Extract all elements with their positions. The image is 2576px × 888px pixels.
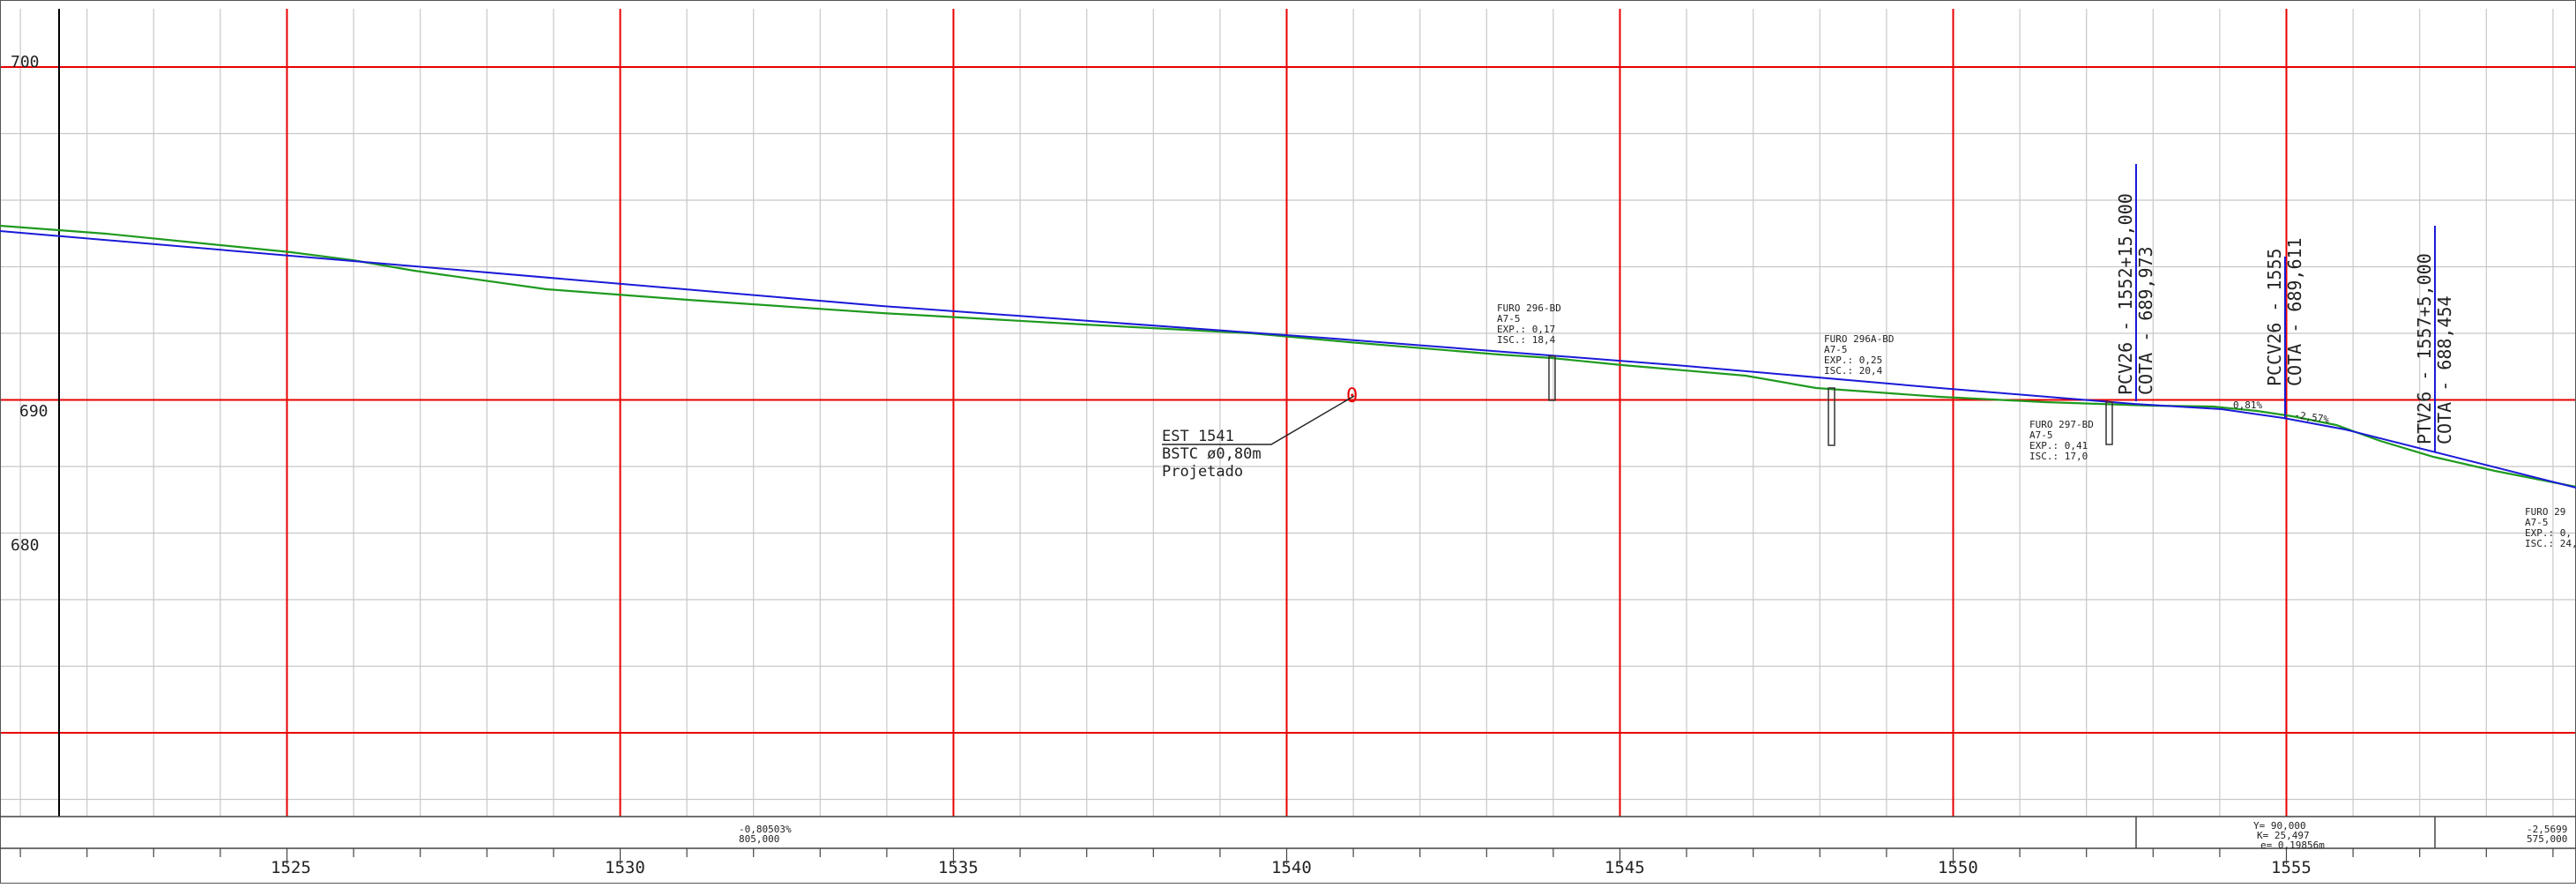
borehole-298-name: FURO 29: [2525, 506, 2565, 518]
borehole-297-marker: [2105, 401, 2113, 445]
station-label-1550: 1550: [1938, 858, 1978, 877]
grade2-percent: -2,5699: [2527, 824, 2567, 835]
pccv-label: PCCV26 - 1555: [2264, 248, 2285, 386]
borehole-296-name: FURO 296-BD: [1497, 302, 1561, 314]
borehole-296-isc: ISC.: 18,4: [1497, 334, 1556, 346]
ptv-label: PTV26 - 1557+5,000: [2414, 253, 2435, 444]
curve-k: K= 25,497: [2257, 830, 2310, 841]
station-label-1540: 1540: [1271, 858, 1312, 877]
borehole-298-class: A7-5: [2525, 517, 2549, 528]
grade1-percent: -0,80503%: [739, 824, 792, 835]
minor-grid: [0, 9, 2576, 817]
borehole-296-exp: EXP.: 0,17: [1497, 324, 1555, 335]
culvert-marker: 0: [1346, 385, 1358, 407]
pcv-label: PCV26 - 1552+15,000: [2115, 193, 2136, 395]
ptv-cota-label: COTA - 688,454: [2434, 295, 2455, 444]
culvert-leader-line: [1162, 395, 1355, 445]
grade-label-out: -2,57%: [2294, 409, 2331, 425]
pcv-cota-label: COTA - 689,973: [2135, 246, 2156, 395]
borehole-298-exp: EXP.: 0,: [2525, 527, 2572, 539]
design-profile-line: [0, 230, 2576, 489]
major-grid: [0, 9, 2576, 817]
station-label-1555: 1555: [2271, 858, 2312, 877]
pccv-cota-label: COTA - 689,611: [2284, 237, 2305, 386]
borehole-297-class: A7-5: [2029, 429, 2053, 441]
terrain-profile-line: [0, 224, 2576, 489]
borehole-296a-isc: ISC.: 20,4: [1824, 365, 1883, 377]
culvert-station: EST 1541: [1162, 428, 1234, 445]
borehole-296a-class: A7-5: [1824, 344, 1848, 355]
curve-e: e= 0,19856m: [2260, 839, 2325, 851]
grade2-length: 575,000: [2527, 833, 2567, 845]
borehole-296-marker: [1548, 355, 1556, 401]
borehole-296-class: A7-5: [1497, 313, 1521, 325]
borehole-297-name: FURO 297-BD: [2029, 419, 2094, 430]
culvert-status: Projetado: [1162, 463, 1243, 481]
borehole-296a-marker: [1828, 387, 1835, 446]
culvert-size: BSTC ø0,80m: [1162, 445, 1262, 463]
borehole-296a-name: FURO 296A-BD: [1824, 333, 1894, 345]
borehole-297-exp: EXP.: 0,41: [2029, 440, 2088, 451]
station-ticks: [19, 848, 2554, 864]
elevation-label-680: 680: [11, 536, 40, 555]
station-label-1525: 1525: [271, 858, 311, 877]
grade1-length: 805,000: [739, 833, 779, 845]
grade-label-in: 0,81%: [2233, 399, 2262, 411]
borehole-298-isc: ISC.: 24,: [2525, 538, 2576, 549]
elevation-label-690: 690: [19, 402, 48, 421]
station-label-1545: 1545: [1604, 858, 1645, 877]
elevation-label-700: 700: [11, 53, 40, 71]
station-label-1535: 1535: [938, 858, 979, 877]
borehole-296a-exp: EXP.: 0,25: [1824, 354, 1882, 366]
borehole-297-isc: ISC.: 17,0: [2029, 451, 2088, 462]
curve-y: Y= 90,000: [2253, 820, 2306, 832]
station-label-1530: 1530: [605, 858, 645, 877]
